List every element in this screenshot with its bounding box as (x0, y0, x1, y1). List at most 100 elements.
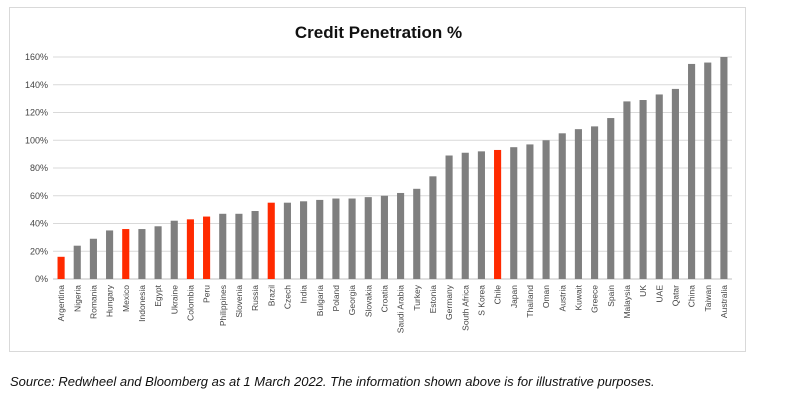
y-tick-label: 160% (25, 52, 48, 62)
x-tick-label: Russia (250, 285, 260, 311)
bars (57, 57, 728, 280)
x-tick-label: Peru (202, 285, 212, 303)
x-tick-label: Kuwait (573, 284, 583, 310)
gridlines (53, 56, 732, 280)
bar-japan (510, 147, 518, 279)
x-tick-label: Slovakia (363, 285, 373, 317)
x-tick-label: Czech (282, 285, 292, 309)
x-tick-label: Turkey (412, 284, 422, 310)
bar-qatar (671, 88, 679, 279)
x-tick-label: Hungary (105, 284, 115, 317)
bar-poland (332, 198, 340, 279)
x-tick-label: China (687, 285, 697, 307)
bar-peru (203, 216, 211, 279)
x-tick-label: Poland (331, 285, 341, 312)
x-tick-label: UAE (654, 285, 664, 303)
x-tick-label: South Africa (460, 285, 470, 331)
bar-saudi-arabia (397, 192, 405, 279)
bar-estonia (429, 176, 437, 279)
bar-colombia (186, 219, 194, 279)
x-tick-label: Australia (719, 285, 729, 318)
x-tick-label: Ukraine (169, 285, 179, 315)
bar-ukraine (170, 220, 178, 279)
x-tick-label: Slovenia (234, 285, 244, 318)
y-tick-label: 20% (30, 246, 48, 256)
x-tick-label: Austria (557, 285, 567, 312)
x-tick-label: Bulgaria (315, 285, 325, 316)
bar-argentina (57, 256, 65, 279)
source-note: Source: Redwheel and Bloomberg as at 1 M… (10, 374, 655, 389)
bar-india (300, 201, 308, 279)
y-tick-label: 80% (30, 163, 48, 173)
bar-turkey (413, 188, 421, 279)
chart-frame: Credit Penetration % 0% 20% 40% 60% 80% 100% 1… (9, 7, 746, 352)
y-axis-ticks: 0% 20% 40% 60% 80% 100% 120% 140% 160% (25, 52, 48, 284)
x-tick-label: Qatar (670, 285, 680, 306)
bar-oman (542, 140, 550, 279)
y-tick-label: 140% (25, 80, 48, 90)
bar-south-africa (461, 152, 469, 279)
bar-kuwait (574, 129, 582, 279)
x-tick-label: Saudi Arabia (396, 285, 406, 333)
bar-thailand (526, 144, 534, 279)
bar-uae (655, 94, 663, 280)
x-tick-label: Taiwan (703, 285, 713, 312)
bar-croatia (380, 195, 388, 279)
chart-title: Credit Penetration % (294, 23, 463, 42)
y-tick-label: 40% (30, 219, 48, 229)
bar-spain (607, 118, 615, 279)
bar-bulgaria (316, 199, 324, 279)
x-tick-label: Japan (509, 285, 519, 308)
x-tick-label: Germany (444, 284, 454, 320)
x-tick-label: Colombia (185, 285, 195, 321)
bar-s-korea (477, 151, 485, 279)
x-tick-label: Chile (493, 285, 503, 305)
x-tick-label: Malaysia (622, 285, 632, 319)
y-tick-label: 0% (35, 274, 48, 284)
bar-slovenia (235, 213, 243, 279)
bar-romania (89, 238, 97, 279)
x-tick-label: Oman (541, 285, 551, 308)
x-tick-label: Indonesia (137, 285, 147, 322)
x-tick-label: Georgia (347, 285, 357, 316)
bar-slovakia (364, 197, 372, 279)
x-tick-label: S Korea (476, 285, 486, 316)
x-tick-label: Croatia (379, 285, 389, 313)
bar-greece (591, 126, 599, 280)
bar-china (688, 63, 696, 279)
bar-brazil (267, 202, 275, 279)
bar-nigeria (73, 245, 81, 279)
bar-philippines (219, 213, 227, 279)
bar-georgia (348, 198, 356, 279)
y-tick-label: 100% (25, 135, 48, 145)
bar-chart: 0% 20% 40% 60% 80% 100% 120% 140% 160% Argentina… (25, 52, 732, 333)
x-tick-label: Mexico (121, 285, 131, 312)
x-tick-label: Thailand (525, 285, 535, 318)
x-tick-label: Brazil (266, 285, 276, 306)
x-tick-label: Nigeria (72, 285, 82, 312)
x-tick-label: Egypt (153, 284, 163, 306)
x-tick-label: Greece (590, 285, 600, 313)
bar-indonesia (138, 229, 146, 279)
bar-russia (251, 211, 259, 279)
bar-egypt (154, 226, 162, 279)
bar-germany (445, 155, 453, 279)
x-tick-label: UK (638, 285, 648, 297)
x-tick-label: Philippines (218, 285, 228, 326)
bar-uk (639, 100, 647, 279)
x-tick-label: Argentina (56, 285, 66, 322)
bar-chile (494, 149, 502, 279)
bar-australia (720, 57, 728, 279)
y-tick-label: 60% (30, 191, 48, 201)
x-tick-label: Spain (606, 285, 616, 307)
bar-hungary (106, 230, 114, 279)
x-tick-label: Romania (88, 285, 98, 319)
x-tick-label: Estonia (428, 285, 438, 314)
bar-taiwan (704, 62, 712, 279)
bar-mexico (122, 229, 130, 279)
bar-czech (283, 202, 291, 279)
y-tick-label: 120% (25, 108, 48, 118)
x-tick-label: India (299, 285, 309, 304)
x-axis-ticks: Argentina Nigeria Romania Hungary Mexico Indo… (56, 284, 729, 333)
bar-austria (558, 133, 566, 279)
